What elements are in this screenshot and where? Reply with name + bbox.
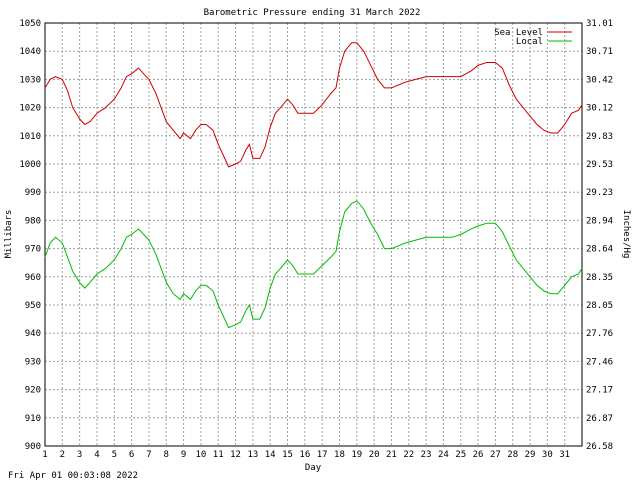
- left-tick-label: 980: [25, 216, 41, 226]
- x-tick-label: 31: [559, 450, 570, 460]
- left-tick-label: 910: [25, 414, 41, 424]
- series-line-sea-level: [44, 42, 583, 168]
- left-tick-label: 970: [25, 245, 41, 255]
- x-tick-label: 19: [351, 450, 362, 460]
- left-tick-label: 1010: [19, 132, 41, 142]
- x-tick-label: 14: [265, 450, 276, 460]
- x-tick-label: 6: [129, 450, 134, 460]
- right-tick-label: 30.12: [586, 104, 613, 114]
- left-axis-ticks: 1050 1040 1030 1020 1010 1000 990 980 970 960 950 9…: [19, 19, 41, 452]
- left-tick-label: 1020: [19, 104, 41, 114]
- x-tick-label: 23: [421, 450, 432, 460]
- x-tick-label: 5: [112, 450, 117, 460]
- left-tick-label: 920: [25, 386, 41, 396]
- x-tick-label: 4: [94, 450, 99, 460]
- x-tick-label: 9: [181, 450, 186, 460]
- right-tick-label: 27.17: [586, 386, 613, 396]
- x-tick-label: 1: [42, 450, 47, 460]
- x-tick-label: 24: [438, 450, 449, 460]
- left-tick-label: 1040: [19, 47, 41, 57]
- left-tick-label: 990: [25, 188, 41, 198]
- left-tick-label: 900: [25, 442, 41, 452]
- left-tick-label: 1000: [19, 160, 41, 170]
- right-tick-label: 26.87: [586, 414, 613, 424]
- right-tick-label: 29.83: [586, 132, 613, 142]
- left-tick-label: 1030: [19, 75, 41, 85]
- left-axis-label: Millibars: [4, 210, 14, 259]
- x-axis-ticks: 1 2 3 4 5 6 7 8 9 10 11 12 13 14 15 16 17 18 19 20 21 22 23 24 2…: [42, 450, 570, 460]
- x-tick-label: 12: [230, 450, 241, 460]
- right-axis-ticks: 31.01 30.71 30.42 30.12 29.83 29.53 29.23 28.94…: [586, 19, 613, 452]
- series-layer: [44, 42, 583, 329]
- plot-frame: [44, 22, 583, 447]
- left-tick-label: 930: [25, 357, 41, 367]
- left-tick-label: 960: [25, 273, 41, 283]
- legend: Sea Level Local: [494, 28, 572, 47]
- x-tick-label: 13: [247, 450, 258, 460]
- x-tick-label: 26: [473, 450, 484, 460]
- right-tick-label: 29.23: [586, 188, 613, 198]
- series-line-local: [44, 200, 583, 329]
- right-tick-label: 26.58: [586, 442, 613, 452]
- x-tick-label: 7: [146, 450, 151, 460]
- x-tick-label: 29: [525, 450, 536, 460]
- right-tick-label: 30.71: [586, 47, 613, 57]
- x-tick-label: 10: [195, 450, 206, 460]
- left-tick-label: 940: [25, 329, 41, 339]
- x-tick-label: 27: [490, 450, 501, 460]
- x-tick-label: 8: [164, 450, 169, 460]
- right-tick-label: 28.35: [586, 273, 613, 283]
- x-tick-label: 30: [542, 450, 553, 460]
- right-tick-label: 31.01: [586, 19, 613, 29]
- x-tick-label: 11: [213, 450, 224, 460]
- x-tick-label: 17: [317, 450, 328, 460]
- chart-title: Barometric Pressure ending 31 March 2022: [204, 8, 421, 18]
- right-tick-label: 28.64: [586, 245, 613, 255]
- x-axis-label: Day: [305, 463, 322, 473]
- right-tick-label: 27.76: [586, 329, 613, 339]
- right-tick-label: 28.94: [586, 216, 613, 226]
- left-tick-label: 1050: [19, 19, 41, 29]
- right-axis-label: Inches/Hg: [621, 210, 631, 259]
- timestamp-footer: Fri Apr 01 00:03:08 2022: [8, 471, 138, 480]
- x-tick-label: 3: [77, 450, 82, 460]
- legend-label-sea-level: Sea Level: [494, 28, 543, 38]
- grid-layer: [45, 23, 582, 446]
- x-tick-label: 22: [403, 450, 414, 460]
- x-tick-label: 18: [334, 450, 345, 460]
- right-tick-label: 30.42: [586, 75, 613, 85]
- x-tick-label: 16: [299, 450, 310, 460]
- x-tick-label: 20: [369, 450, 380, 460]
- x-tick-label: 28: [507, 450, 518, 460]
- right-tick-label: 29.53: [586, 160, 613, 170]
- legend-label-local: Local: [516, 37, 543, 47]
- x-tick-label: 25: [455, 450, 466, 460]
- x-tick-label: 15: [282, 450, 293, 460]
- x-tick-label: 2: [60, 450, 65, 460]
- right-tick-label: 28.05: [586, 301, 613, 311]
- left-tick-label: 950: [25, 301, 41, 311]
- x-tick-label: 21: [386, 450, 397, 460]
- right-tick-label: 27.46: [586, 357, 613, 367]
